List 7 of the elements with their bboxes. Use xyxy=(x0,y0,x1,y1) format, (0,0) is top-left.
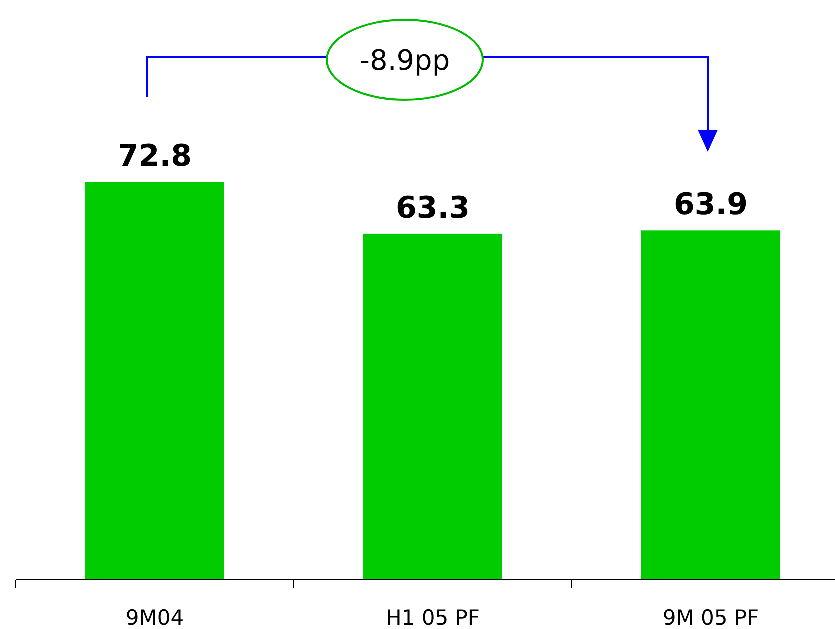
data-label: 63.9 xyxy=(674,188,748,223)
x-tick-label: 9M 05 PF xyxy=(662,606,760,629)
text: -8.9pp xyxy=(360,44,450,77)
data-label: 72.8 xyxy=(118,139,192,174)
x-tick-label: H1 05 PF xyxy=(386,606,480,629)
x-tick-label: 9M04 xyxy=(126,606,184,629)
data-label: 63.3 xyxy=(396,190,470,226)
